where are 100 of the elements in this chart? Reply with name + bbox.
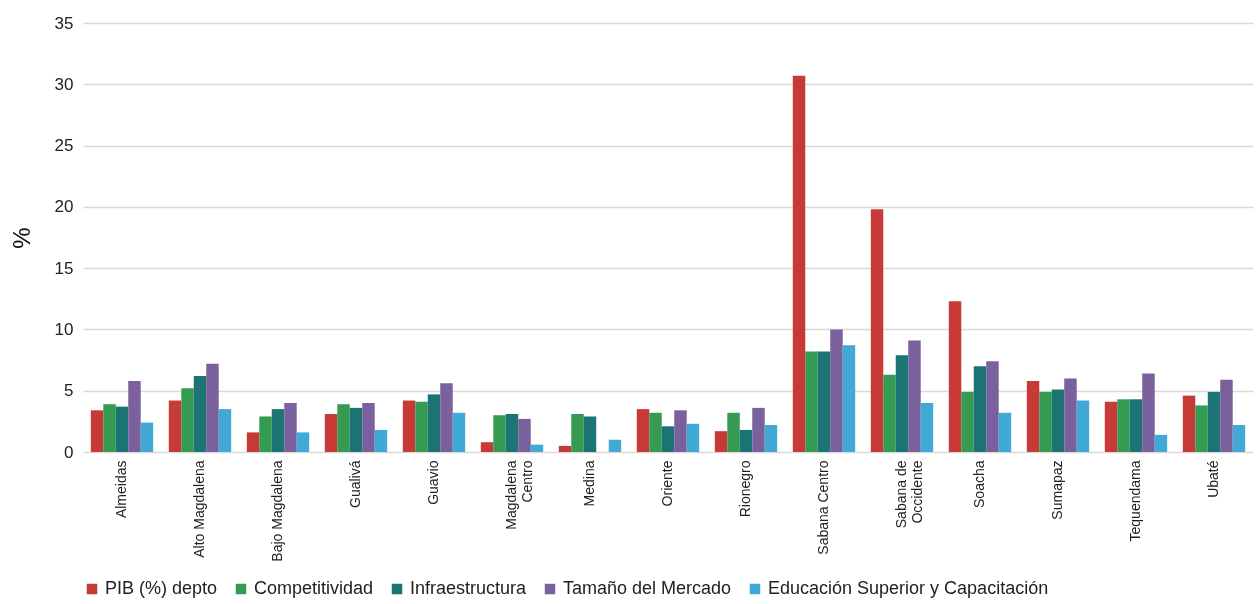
bar [427,394,441,452]
bar [505,414,519,452]
x-tick-label: Tequendama [1127,460,1143,542]
x-tick-label: Almeidas [113,460,129,519]
x-tick-label: Oriente [659,460,675,507]
legend-label: Infraestructura [410,578,528,598]
bar [674,410,687,452]
x-tick-label: Medina [581,460,597,507]
x-tick-label: Alto Magdalena [191,460,207,558]
legend-label: Tamaño del Mercado [563,578,732,598]
bar [1220,379,1233,452]
bar [1232,425,1246,452]
y-tick-label: 30 [54,74,74,94]
bar [193,376,207,452]
x-tick-label: Sabana Centro [815,460,831,555]
bar [530,444,544,452]
bar [362,402,375,452]
bar [948,301,962,452]
y-tick-label: 20 [54,197,74,217]
bar [128,380,141,452]
bar [571,414,584,452]
bar [649,412,662,452]
bar [830,329,843,452]
bar [1129,399,1143,452]
x-tick-label: Gualivá [347,460,363,508]
bar [1182,395,1196,452]
y-tick-label: 5 [64,381,74,401]
bar [1142,373,1155,452]
x-tick-label: Soacha [971,460,987,508]
bar [337,404,350,452]
bar [1076,400,1090,452]
bar [908,340,921,452]
bar [895,355,909,452]
x-tick-label: Magdalena Centro [503,460,535,530]
x-tick-label: Ubaté [1205,460,1221,498]
bar [998,412,1012,452]
legend-label: PIB (%) depto [105,578,218,598]
bar [90,410,104,452]
bar [686,423,700,452]
bar [558,445,572,452]
bar [961,391,974,452]
bar [349,407,363,452]
x-tick-label: Bajo Magdalena [269,460,285,562]
bar [259,416,272,452]
bar [752,407,765,452]
bar [218,409,232,452]
bar [440,383,453,452]
y-tick-label: 10 [54,319,74,339]
bar [115,406,129,452]
bar [986,361,999,452]
x-tick-label: Guavio [425,460,441,505]
x-tick-label: Sumapaz [1049,460,1065,520]
bar [1064,378,1077,452]
bar [324,414,338,452]
bar [480,442,494,452]
bar [1195,405,1208,452]
bar [1117,399,1130,452]
bar [727,412,740,452]
bar [764,425,778,452]
bar [583,416,597,452]
legend-label: Educación Superior y Capacitación [768,578,1049,598]
bar [518,418,531,452]
bar [1154,434,1168,452]
bar [920,402,934,452]
y-tick-label: 15 [54,258,74,278]
x-tick-label: Sabana de Occidente [893,460,925,529]
y-tick-label: 35 [54,13,74,33]
y-axis-title: % [7,227,35,249]
bar [168,400,182,452]
bar [271,409,285,452]
legend-label: Competitividad [254,578,374,598]
y-tick-label: 25 [54,136,74,156]
bar [870,209,884,452]
bar [805,351,818,452]
bar [284,402,297,452]
y-tick-label: 0 [64,442,74,462]
bar [714,431,728,452]
bar [661,426,675,452]
bar [1026,380,1040,452]
bar [103,404,116,452]
bar [842,345,856,452]
bar [452,412,466,452]
bar [608,439,622,452]
bar [792,75,806,452]
bar [1104,401,1118,452]
bar [246,432,260,452]
bar [1207,391,1221,452]
bar [402,400,416,452]
bar [1039,391,1052,452]
bar [883,374,896,452]
bar [140,422,154,452]
x-tick-label: Rionegro [737,460,753,518]
bar [206,363,219,452]
bar [296,432,310,452]
bar [181,388,194,452]
bar [415,401,428,452]
bar [636,409,650,452]
bar [493,415,506,452]
bar [1051,389,1065,452]
bar [817,351,831,452]
